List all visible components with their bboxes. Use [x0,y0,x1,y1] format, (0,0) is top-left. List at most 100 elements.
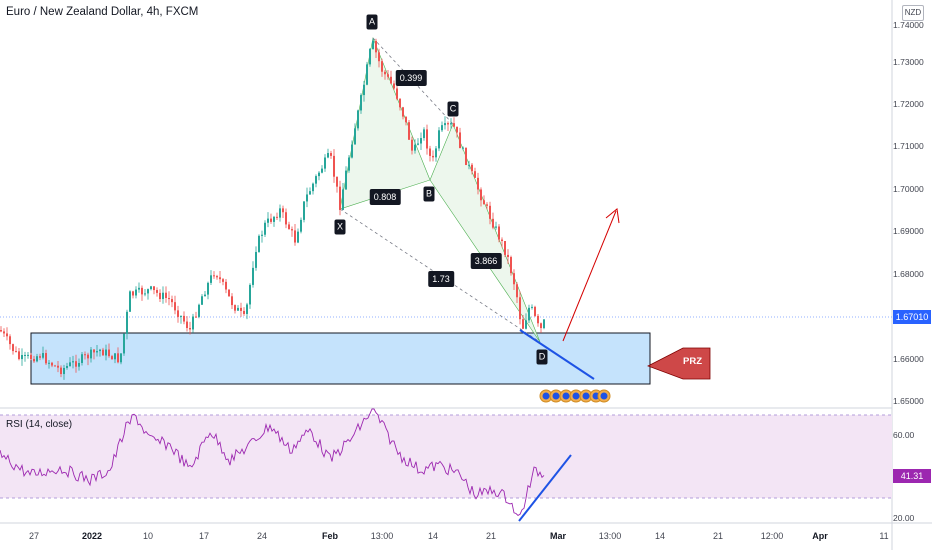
candle-body [528,307,530,321]
pattern-point-a[interactable]: A [366,14,378,30]
candle-body [189,328,191,330]
rsi-band [0,415,892,498]
projection-arrow-head [605,208,620,224]
event-icon-inner [552,392,560,400]
candle-body [255,251,257,268]
candlestick-series [0,38,545,380]
candle-body [30,354,32,359]
pattern-point-d[interactable]: D [536,349,548,365]
candle-body [36,356,38,362]
candle-body [345,170,347,190]
candle-body [492,218,494,228]
candle-body [534,306,536,316]
prz-callout[interactable] [647,347,711,380]
ratio-xb[interactable]: 0.808 [369,189,401,205]
time-label: 2022 [81,531,103,541]
candle-body [273,216,275,222]
candle-body [516,284,518,298]
candle-body [246,304,248,314]
candle-body [381,61,383,72]
candle-body [315,176,317,184]
candle-body [501,239,503,241]
rsi-title[interactable]: RSI (14, close) [6,419,73,430]
candle-body [129,291,131,312]
chart-title: Euro / New Zealand Dollar, 4h, FXCM [6,6,199,18]
candle-body [543,319,545,329]
rsi-line [0,408,545,516]
candle-body [171,299,173,303]
price-label: 1.71000 [893,141,924,151]
candle-body [483,200,485,205]
candle-body [207,282,209,295]
ratio-cd[interactable]: 3.866 [470,253,502,269]
price-trendline[interactable] [519,329,595,380]
candle-body [162,292,164,300]
rsi-level-label: 20.00 [893,513,915,523]
candle-body [408,122,410,140]
candle-body [108,349,110,357]
candle-body [507,254,509,258]
ratio-xd[interactable]: 1.73 [428,271,454,287]
event-icon-inner [562,392,570,400]
candle-body [399,98,401,108]
candle-body [57,365,59,368]
candle-body [27,354,29,356]
candle-body [48,362,50,364]
candle-body [348,157,350,171]
candle-body [144,293,146,295]
currency-badge[interactable]: NZD [902,5,924,21]
candle-body [468,164,470,166]
candle-body [498,226,500,240]
candle-body [159,292,161,300]
time-label: 24 [256,531,268,541]
candle-body [462,147,464,149]
candle-body [471,164,473,172]
rsi-trendline[interactable] [518,454,572,522]
candle-body [234,305,236,311]
candle-body [135,289,137,296]
current-price-tag: 1.67010 [893,310,931,324]
candle-body [357,110,359,129]
candle-body [384,71,386,75]
candle-body [90,349,92,359]
time-label: Apr [812,531,828,541]
candle-body [252,267,254,285]
time-label: 13:00 [370,531,394,541]
pattern-xab-triangle[interactable] [339,36,431,210]
candle-body [366,64,368,85]
candle-body [153,286,155,291]
candle-body [342,189,344,210]
candle-body [276,216,278,218]
candle-body [237,307,239,311]
time-label: 12:00 [760,531,784,541]
projection-arrow[interactable] [562,210,617,342]
time-label: 11 [879,531,889,541]
candle-body [114,353,116,360]
event-icons[interactable] [539,389,611,403]
candle-body [267,218,269,223]
candle-body [450,123,452,125]
candle-body [351,144,353,158]
price-label: 1.69000 [893,226,924,236]
candle-body [330,153,332,156]
ratio-ab[interactable]: 0.399 [395,70,427,86]
candle-body [84,354,86,356]
candle-body [324,157,326,169]
event-icon-inner [582,392,590,400]
rsi-value-tag: 41.31 [893,469,931,483]
candle-body [9,336,11,345]
candle-body [240,307,242,311]
pattern-bcd-triangle[interactable] [429,123,541,343]
candle-body [480,189,482,201]
candle-body [96,351,98,353]
candle-body [87,354,89,359]
pattern-point-c[interactable]: C [447,101,459,117]
candle-body [465,147,467,165]
candle-body [405,116,407,123]
pattern-point-b[interactable]: B [423,186,435,202]
price-label: 1.72000 [893,99,924,109]
pattern-point-x[interactable]: X [334,219,346,235]
candle-body [111,356,113,360]
candle-body [393,83,395,89]
